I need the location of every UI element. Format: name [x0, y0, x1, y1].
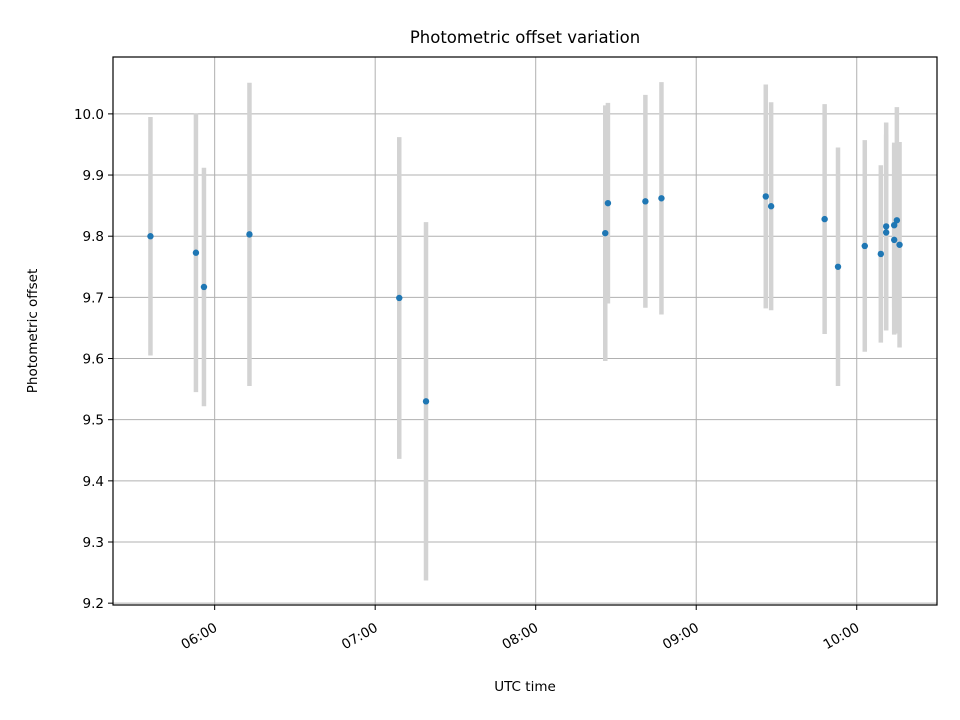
y-tick-label: 9.6	[83, 352, 104, 368]
data-point	[861, 242, 868, 250]
data-point	[642, 198, 649, 205]
y-tick-label: 9.8	[83, 229, 104, 245]
y-tick-label: 9.5	[83, 413, 104, 429]
data-point	[604, 199, 612, 207]
data-point	[834, 263, 842, 270]
data-point	[192, 249, 200, 256]
data-point	[396, 294, 403, 302]
data-point	[762, 193, 769, 200]
data-point	[882, 229, 890, 236]
data-point	[422, 398, 430, 405]
y-tick-label: 9.9	[83, 168, 104, 184]
data-point	[890, 236, 898, 244]
data-point	[890, 221, 898, 229]
chart-title: Photometric offset variation	[410, 28, 640, 47]
y-axis-label: Photometric offset	[25, 269, 41, 393]
data-point	[658, 195, 665, 202]
y-tick-label: 9.7	[83, 290, 104, 306]
data-point	[602, 229, 609, 237]
plot-area-frame	[112, 56, 938, 606]
data-point	[200, 283, 208, 291]
y-tick-label: 9.3	[83, 535, 104, 551]
y-tick-label: 9.2	[83, 596, 104, 612]
y-tick-label: 9.4	[83, 474, 104, 490]
data-point	[246, 231, 253, 238]
data-points	[147, 193, 903, 405]
data-point	[893, 217, 901, 224]
data-point	[147, 233, 154, 240]
data-point	[882, 223, 890, 230]
data-point	[767, 203, 775, 210]
data-point	[877, 250, 885, 258]
x-axis-label: UTC time	[494, 679, 556, 695]
y-tick-label: 10.0	[74, 107, 104, 123]
data-point	[896, 241, 903, 248]
data-point	[821, 215, 828, 223]
